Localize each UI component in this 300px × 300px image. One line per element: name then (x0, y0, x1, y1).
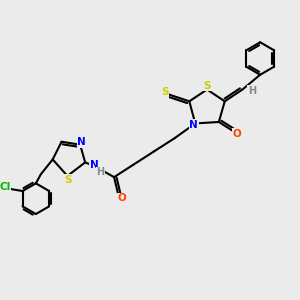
Text: H: H (248, 86, 256, 96)
Text: N: N (77, 137, 86, 147)
Text: S: S (64, 175, 72, 184)
Text: N: N (189, 120, 198, 130)
Text: H: H (96, 167, 104, 177)
Text: S: S (203, 81, 211, 91)
Text: Cl: Cl (0, 182, 11, 193)
Text: S: S (161, 88, 169, 98)
Text: O: O (232, 129, 241, 139)
Text: N: N (90, 160, 99, 170)
Text: O: O (117, 193, 126, 203)
